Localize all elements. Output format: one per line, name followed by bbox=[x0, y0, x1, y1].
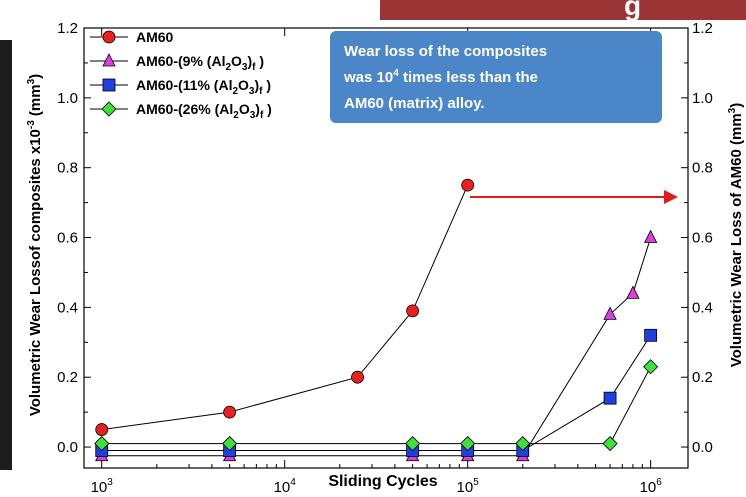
series-3-point-3 bbox=[460, 435, 476, 452]
series-2-point-5 bbox=[603, 391, 617, 405]
series-layer bbox=[94, 178, 659, 462]
legend: AM60 AM60-(9% (Al2O3)f ) AM60-(11% (Al2O3)… bbox=[90, 29, 272, 121]
x-tick-label-2: 105 bbox=[457, 477, 480, 492]
y-tick-label-right-5: 1.0 bbox=[692, 90, 713, 107]
y-tick-label-left-5: 1.0 bbox=[57, 90, 78, 107]
annotation-box: Wear loss of the composites was 104 time… bbox=[330, 31, 662, 123]
legend-label-3: AM60-(26% (Al2O3)f ) bbox=[136, 101, 272, 121]
y-tick-label-right-6: 1.2 bbox=[692, 20, 713, 37]
y-tick-label-right-1: 0.2 bbox=[692, 369, 713, 386]
series-0-point-0 bbox=[95, 423, 109, 436]
series-3-point-2 bbox=[405, 435, 421, 452]
series-0-point-3 bbox=[406, 304, 419, 318]
y-tick-label-left-3: 0.6 bbox=[57, 230, 78, 247]
legend-marker-2 bbox=[102, 78, 116, 92]
annotation-line-1: Wear loss of the composites bbox=[344, 43, 547, 60]
legend-marker-3 bbox=[101, 101, 117, 117]
legend-label-2: AM60-(11% (Al2O3)f ) bbox=[136, 77, 271, 97]
annotation-line-2: was 104 times less than the bbox=[343, 68, 538, 86]
plot-area-border bbox=[83, 27, 689, 469]
y-axis-label-right: Volumetric Wear Loss of AM60 (mm3) bbox=[727, 103, 745, 368]
series-3 bbox=[94, 359, 659, 452]
annotation-line-3: AM60 (matrix) alloy. bbox=[344, 95, 485, 112]
legend-label-1: AM60-(9% (Al2O3)f ) bbox=[136, 53, 264, 73]
legend-label-0: AM60 bbox=[136, 29, 174, 45]
series-3-point-5 bbox=[602, 435, 618, 452]
series-1-point-6 bbox=[626, 285, 640, 299]
y-tick-label-left-2: 0.4 bbox=[57, 299, 78, 316]
series-0 bbox=[95, 178, 475, 436]
y-tick-label-right-4: 0.8 bbox=[692, 160, 713, 177]
series-2-line bbox=[101, 335, 652, 451]
x-tick-label-3: 106 bbox=[640, 477, 663, 492]
series-3-line bbox=[101, 366, 652, 445]
x-axis-label: Sliding Cycles bbox=[328, 473, 437, 490]
annotation-background bbox=[330, 31, 662, 123]
x-tick-label-1: 104 bbox=[274, 477, 297, 492]
y-tick-label-left-0: 0.0 bbox=[57, 439, 78, 456]
y-tick-label-right-0: 0.0 bbox=[692, 439, 713, 456]
y-tick-label-left-1: 0.2 bbox=[57, 369, 78, 386]
plot-frame bbox=[83, 27, 689, 469]
y-tick-label-right-2: 0.4 bbox=[692, 299, 713, 316]
title-banner bbox=[380, 0, 746, 20]
x-tick-label-0: 103 bbox=[91, 477, 114, 492]
series-0-point-4 bbox=[461, 178, 475, 192]
series-2-point-6 bbox=[644, 328, 658, 342]
series-0-point-1 bbox=[223, 405, 237, 419]
legend-marker-0 bbox=[102, 30, 116, 44]
series-0-point-2 bbox=[351, 370, 364, 384]
series-1-point-7 bbox=[644, 229, 658, 243]
series-3-point-1 bbox=[222, 435, 238, 452]
y-axis-label-left: Volumetric Wear Lossof composites x10-3 … bbox=[26, 74, 44, 416]
y-tick-label-left-4: 0.8 bbox=[57, 160, 78, 177]
banner-text: g bbox=[624, 0, 641, 21]
red-arrow-head bbox=[664, 190, 678, 204]
legend-marker-1 bbox=[102, 53, 116, 67]
y-tick-label-right-3: 0.6 bbox=[692, 230, 713, 247]
series-2 bbox=[95, 328, 658, 457]
series-3-point-0 bbox=[94, 435, 110, 452]
y-tick-label-left-6: 1.2 bbox=[57, 20, 78, 37]
left-edge-bar bbox=[0, 40, 12, 470]
series-3-point-4 bbox=[515, 435, 531, 452]
series-1-point-5 bbox=[603, 306, 617, 320]
series-1 bbox=[95, 229, 658, 462]
red-arrow bbox=[470, 190, 678, 204]
series-3-point-6 bbox=[643, 359, 659, 375]
